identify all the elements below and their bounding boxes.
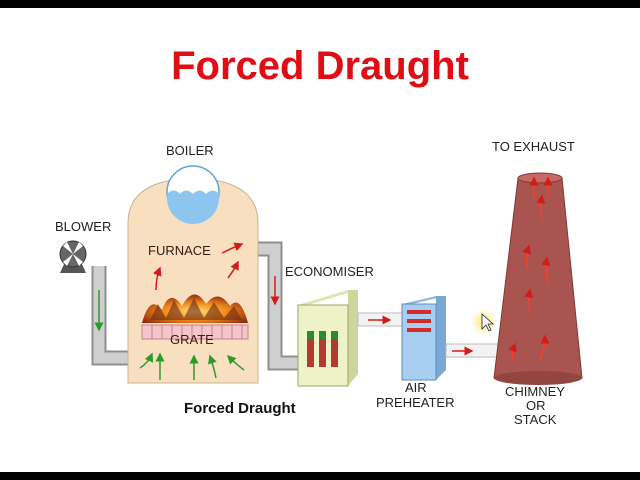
duct-preheater-chimney [445, 343, 505, 358]
furnace-label: FURNACE [148, 243, 211, 258]
furnace-fire [142, 294, 248, 323]
airflow-arrows [139, 352, 245, 381]
forced-draught-diagram: BOILER BLOWER FURNACE GRATE ECONOMISER A… [55, 139, 583, 427]
duct-economiser-preheater [357, 312, 405, 327]
blower-pipe [91, 266, 130, 366]
chimney-label-line2: OR [526, 398, 546, 413]
chimney-label-line3: STACK [514, 412, 557, 427]
air-preheater-label-line1: AIR [405, 380, 427, 395]
slide: Forced Draught [0, 8, 640, 472]
chimney-label-line1: CHIMNEY [505, 384, 565, 399]
flue-arrows [153, 242, 244, 291]
economiser-label: ECONOMISER [285, 264, 374, 279]
slide-title: Forced Draught [171, 44, 469, 88]
flue-pipe [256, 241, 300, 371]
boiler [127, 165, 259, 384]
diagram-caption: Forced Draught [184, 400, 296, 417]
mouse-cursor-icon [471, 309, 497, 335]
air-preheater [401, 296, 446, 381]
chimney [493, 172, 583, 385]
to-exhaust-label: TO EXHAUST [492, 139, 575, 154]
economiser [297, 290, 358, 387]
blower-icon [59, 240, 87, 273]
air-preheater-label-line2: PREHEATER [376, 395, 455, 410]
grate-label: GRATE [170, 332, 214, 347]
blower-label: BLOWER [55, 219, 111, 234]
grate [141, 324, 249, 340]
boiler-label: BOILER [166, 143, 214, 158]
